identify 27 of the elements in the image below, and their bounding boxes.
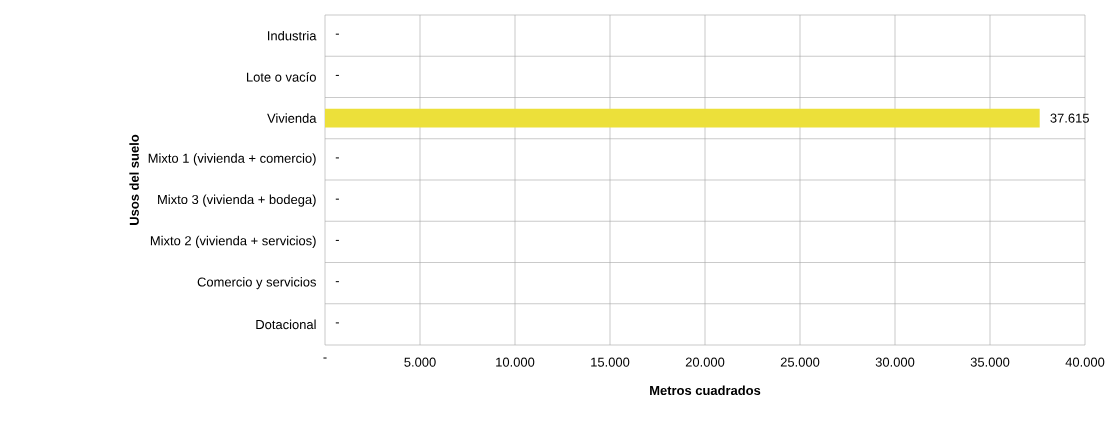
y-tick-label: Mixto 1 (vivienda + comercio) [148, 153, 316, 166]
x-tick-label: 30.000 [875, 357, 915, 367]
y-tick-label: Vivienda [267, 113, 317, 123]
x-tick-label: 15.000 [591, 357, 630, 367]
y-axis-title: Usos del suelo [129, 134, 139, 225]
data-label: - [335, 74, 339, 76]
y-tick-label: Comercio y servicios [197, 277, 316, 290]
x-tick-label: 35.000 [970, 357, 1010, 367]
y-tick-label: Mixto 3 (vivienda + bodega) [158, 194, 316, 207]
y-tick-label: Industria [268, 30, 317, 41]
x-tick-label: 40.000 [1065, 357, 1105, 367]
x-axis-title: Metros cuadrados [650, 385, 761, 396]
y-tick-label: Mixto 2 (vivienda + servicios) [150, 235, 316, 248]
x-tick-label: - [323, 357, 327, 359]
x-tick-label: 20.000 [685, 357, 725, 367]
y-tick-label: Dotacional [256, 319, 316, 330]
data-label: - [335, 198, 339, 200]
data-label: - [335, 322, 339, 324]
x-tick-label: 10.000 [496, 357, 535, 367]
data-label: 37.615 [1050, 113, 1089, 123]
data-label: - [335, 239, 339, 241]
data-label: - [335, 157, 339, 159]
data-label: - [335, 281, 339, 283]
x-tick-label: 5.000 [404, 357, 436, 367]
data-label: - [335, 33, 339, 35]
x-tick-label: 25.000 [780, 357, 820, 367]
y-tick-label: Lote o vacío [246, 72, 316, 82]
